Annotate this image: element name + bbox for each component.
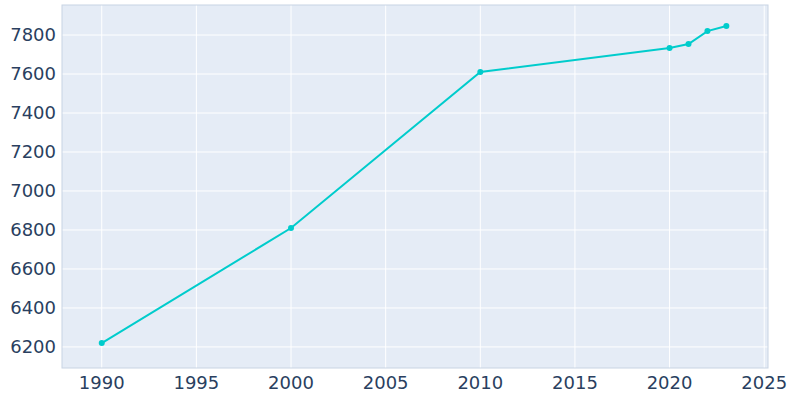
y-grid-line <box>62 346 768 347</box>
x-grid-line <box>101 5 102 368</box>
y-grid-line <box>62 35 768 36</box>
data-point <box>288 225 294 231</box>
x-grid-line <box>764 5 765 368</box>
data-point <box>723 23 729 29</box>
chart-svg: 6200 6400 6600 6800 7000 7200 7400 7600 7800 1990… <box>0 0 800 400</box>
y-tick-label: 6400 <box>10 297 56 318</box>
y-grid-line <box>62 190 768 191</box>
series-line <box>102 26 727 343</box>
x-grid-line <box>480 5 481 368</box>
x-tick-label: 2010 <box>457 372 503 393</box>
y-tick-label: 7400 <box>10 102 56 123</box>
y-tick-label: 7000 <box>10 180 56 201</box>
x-grid-line <box>196 5 197 368</box>
y-grid-line <box>62 113 768 114</box>
x-tick-label: 1990 <box>79 372 125 393</box>
x-tick-label: 1995 <box>173 372 219 393</box>
data-point <box>477 69 483 75</box>
y-tick-label: 7800 <box>10 24 56 45</box>
y-grid-line <box>62 268 768 269</box>
y-tick-label: 6200 <box>10 336 56 357</box>
data-point <box>667 45 673 51</box>
y-grid-line <box>62 307 768 308</box>
x-tick-label: 2025 <box>741 372 787 393</box>
x-tick-label: 2000 <box>268 372 314 393</box>
x-tick-label: 2005 <box>363 372 409 393</box>
x-grid-line <box>385 5 386 368</box>
y-grid-line <box>62 151 768 152</box>
x-grid-line <box>291 5 292 368</box>
y-tick-label: 6600 <box>10 258 56 279</box>
y-tick-label: 7200 <box>10 141 56 162</box>
plot-background <box>62 5 768 368</box>
data-point <box>686 41 692 47</box>
y-tick-label: 7600 <box>10 63 56 84</box>
y-grid-line <box>62 229 768 230</box>
data-point <box>704 28 710 34</box>
x-tick-label: 2020 <box>647 372 693 393</box>
chart-container: 6200 6400 6600 6800 7000 7200 7400 7600 7800 1990… <box>0 0 800 400</box>
y-grid-line <box>62 74 768 75</box>
x-grid-line <box>669 5 670 368</box>
series-group <box>99 23 730 346</box>
plot-frame <box>62 5 768 368</box>
data-point <box>99 340 105 346</box>
x-tick-label: 2015 <box>552 372 598 393</box>
y-tick-label: 6800 <box>10 219 56 240</box>
